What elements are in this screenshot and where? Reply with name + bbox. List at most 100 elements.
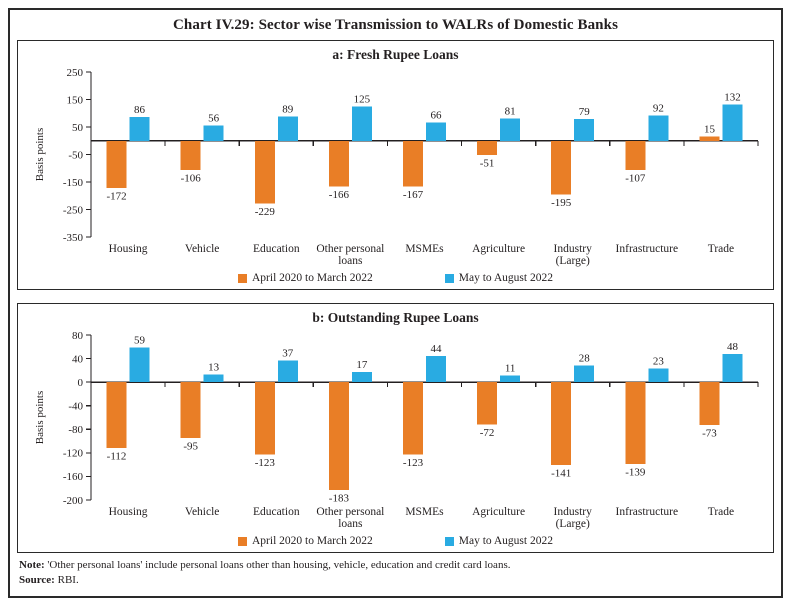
y-tick-label: -150 xyxy=(63,177,84,189)
bar xyxy=(403,382,423,455)
bar-value-label: -195 xyxy=(551,197,572,209)
category-label: Trade xyxy=(708,506,734,518)
bar-value-label: -183 xyxy=(329,492,350,504)
legend-label: May to August 2022 xyxy=(458,272,553,284)
bar-value-label: -73 xyxy=(702,428,717,440)
category-label: Industry xyxy=(554,243,593,255)
page-title: Chart IV.29: Sector wise Transmission to… xyxy=(172,17,619,33)
category-label: Agriculture xyxy=(472,506,525,518)
bar-value-label: 11 xyxy=(505,363,516,375)
bar xyxy=(574,119,595,141)
bar xyxy=(180,140,201,170)
y-axis-title: Basis points xyxy=(34,128,46,181)
y-axis-title: Basis points xyxy=(34,391,46,444)
bar-value-label: 79 xyxy=(579,106,591,118)
category-label: Agriculture xyxy=(472,243,525,255)
bar xyxy=(351,106,372,141)
bar-value-label: -123 xyxy=(255,457,276,469)
bar-value-label: 28 xyxy=(579,353,591,365)
bar xyxy=(500,375,521,383)
y-tick-label: 40 xyxy=(72,353,84,365)
legend-swatch-blue xyxy=(444,273,454,283)
bar xyxy=(477,382,498,425)
category-label: Housing xyxy=(109,506,148,518)
panel-b-title: b: Outstanding Rupee Loans xyxy=(312,310,479,325)
y-tick-label: 0 xyxy=(78,377,84,389)
category-label: Education xyxy=(253,243,300,255)
category-label: Infrastructure xyxy=(616,243,679,255)
bar-value-label: -229 xyxy=(255,206,276,218)
y-tick-label: -200 xyxy=(63,495,84,507)
category-label: MSMEs xyxy=(405,243,444,255)
chart-a-canvas: 250 150 50 -50 -150 -250 -350 -172 -106 -229 -166 -… xyxy=(34,67,759,267)
bar xyxy=(699,136,720,141)
bar xyxy=(254,382,275,455)
source-text: RBI. xyxy=(57,573,79,586)
y-tick-label: 250 xyxy=(67,67,84,79)
bar xyxy=(106,140,127,189)
category-label: Trade xyxy=(708,243,734,255)
bar xyxy=(129,117,150,141)
panel-a-title: a: Fresh Rupee Loans xyxy=(332,47,459,62)
legend-label: April 2020 to March 2022 xyxy=(252,535,373,547)
bar-value-label: 23 xyxy=(653,356,665,368)
y-tick-label: -250 xyxy=(63,204,84,216)
bar-value-label: 37 xyxy=(282,347,294,359)
bar-value-label: 66 xyxy=(431,110,443,122)
chart-figure-container: Chart IV.29: Sector wise Transmission to… xyxy=(8,8,783,598)
bar-value-label: 15 xyxy=(704,124,716,136)
bar xyxy=(625,140,646,171)
y-tick-label: 150 xyxy=(67,94,84,106)
bar xyxy=(106,382,127,449)
category-label: Other personal xyxy=(316,243,384,255)
category-label: Infrastructure xyxy=(616,506,679,518)
bar xyxy=(129,347,150,383)
bar-value-label: -167 xyxy=(403,189,424,201)
bar-value-label: 81 xyxy=(505,105,516,117)
legend-swatch-orange xyxy=(238,536,247,546)
legend-swatch-orange xyxy=(238,273,247,283)
bar-value-label: 132 xyxy=(724,91,741,103)
bar-value-label: 59 xyxy=(134,334,146,346)
bar-value-label: -107 xyxy=(625,173,646,185)
bar xyxy=(551,382,572,466)
bar xyxy=(328,382,349,490)
bar-value-label: -112 xyxy=(107,451,127,463)
bar xyxy=(648,368,669,383)
category-label: Vehicle xyxy=(185,243,219,255)
bar-value-label: -166 xyxy=(329,189,350,201)
bar xyxy=(426,356,446,383)
bar xyxy=(277,360,298,383)
legend-label: April 2020 to March 2022 xyxy=(252,272,373,284)
bar xyxy=(574,365,595,383)
y-tick-label: -160 xyxy=(63,471,84,483)
category-label: Vehicle xyxy=(185,506,219,518)
bar-value-label: 44 xyxy=(431,343,443,355)
y-tick-label: -350 xyxy=(63,232,84,244)
y-tick-label: -40 xyxy=(68,401,83,413)
y-tick-label: 50 xyxy=(72,122,84,134)
note-text: 'Other personal loans' include personal … xyxy=(47,559,511,571)
category-label: Education xyxy=(253,506,300,518)
category-label: loans xyxy=(338,255,363,267)
legend-a: April 2020 to March 2022 May to August 2… xyxy=(18,269,773,287)
legend-swatch-blue xyxy=(444,536,454,546)
bar xyxy=(699,382,720,426)
bar xyxy=(648,115,669,141)
y-tick-label: 80 xyxy=(72,330,84,342)
bar-value-label: -51 xyxy=(480,157,495,169)
bar-value-label: -123 xyxy=(403,457,424,469)
y-tick-label: -80 xyxy=(68,424,83,436)
legend-b: April 2020 to March 2022 May to August 2… xyxy=(18,532,773,550)
footnotes: Note: 'Other personal loans' include per… xyxy=(19,558,772,587)
y-tick-label: -50 xyxy=(68,149,83,161)
bar-value-label: -141 xyxy=(551,468,571,480)
category-label: Housing xyxy=(109,243,148,255)
category-label: (Large) xyxy=(556,255,590,267)
category-label: (Large) xyxy=(556,518,590,530)
note-line: Note: 'Other personal loans' include per… xyxy=(19,558,772,573)
bar-value-label: 48 xyxy=(727,341,739,353)
bar-value-label: -95 xyxy=(183,441,198,453)
bar xyxy=(500,118,521,141)
category-label: Industry xyxy=(554,506,593,518)
